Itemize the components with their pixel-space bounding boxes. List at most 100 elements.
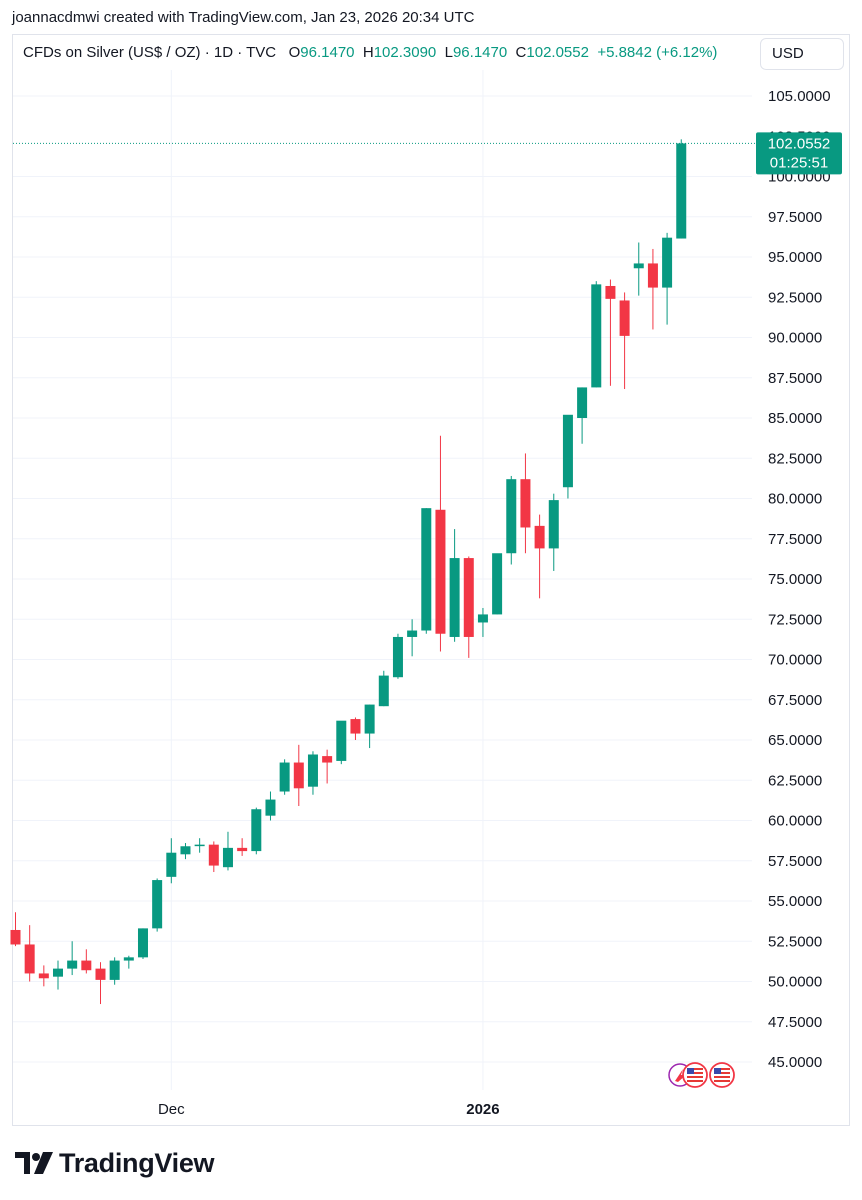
candle[interactable] xyxy=(95,962,106,1005)
candle-body xyxy=(477,614,488,623)
low-value: 96.1470 xyxy=(452,44,508,61)
symbol-legend: CFDs on Silver (US$ / OZ) · 1D · TVC O96… xyxy=(23,44,717,61)
candle[interactable] xyxy=(562,414,573,499)
candle[interactable] xyxy=(279,759,290,795)
price-tick-label: 72.5000 xyxy=(768,611,822,628)
candle[interactable] xyxy=(633,242,644,296)
high-value: 102.3090 xyxy=(373,44,437,61)
candle[interactable] xyxy=(477,607,488,637)
candle[interactable] xyxy=(676,139,687,239)
candle[interactable] xyxy=(152,878,163,932)
candle-body xyxy=(67,960,78,969)
candle-body xyxy=(166,852,177,877)
candle[interactable] xyxy=(109,957,120,985)
candle[interactable] xyxy=(506,475,517,565)
candle-body xyxy=(463,558,474,637)
candle-body xyxy=(591,284,602,388)
candle-body xyxy=(222,847,233,868)
price-tick-label: 45.0000 xyxy=(768,1054,822,1071)
price-tick-label: 87.5000 xyxy=(768,370,822,387)
candle[interactable] xyxy=(251,807,262,855)
candle[interactable] xyxy=(67,941,78,976)
candle[interactable] xyxy=(293,744,304,807)
candle[interactable] xyxy=(364,704,375,749)
price-tick-label: 70.0000 xyxy=(768,652,822,669)
candle-body xyxy=(10,929,21,945)
candle[interactable] xyxy=(307,751,318,795)
time-axis: Dec 2026 xyxy=(158,1101,500,1118)
tradingview-brand[interactable]: TradingView xyxy=(15,1148,215,1178)
candle[interactable] xyxy=(449,529,460,642)
candle-body xyxy=(265,799,276,816)
candle[interactable] xyxy=(237,838,248,856)
candle[interactable] xyxy=(38,965,49,987)
candle[interactable] xyxy=(577,387,588,444)
time-tick-label: 2026 xyxy=(466,1101,499,1118)
candle[interactable] xyxy=(534,514,545,599)
candle-body xyxy=(548,500,559,549)
candle-body xyxy=(492,553,503,615)
candle[interactable] xyxy=(166,838,177,884)
candle[interactable] xyxy=(463,556,474,658)
candle[interactable] xyxy=(10,912,21,947)
time-tick-label: Dec xyxy=(158,1101,185,1118)
candle-body xyxy=(392,636,403,678)
candle-body xyxy=(123,957,134,961)
candle[interactable] xyxy=(619,292,630,390)
candle[interactable] xyxy=(123,955,134,969)
us-flag-icon[interactable] xyxy=(709,1062,735,1088)
candle-body xyxy=(52,968,63,977)
tradingview-logo-icon xyxy=(15,1152,53,1174)
currency-button[interactable]: USD xyxy=(760,38,844,70)
close-label: C xyxy=(515,44,527,61)
candle[interactable] xyxy=(378,670,389,707)
candle[interactable] xyxy=(336,720,347,765)
candle[interactable] xyxy=(520,453,531,554)
candle-body xyxy=(421,508,432,631)
candle[interactable] xyxy=(322,749,333,784)
close-value: 102.0552 xyxy=(526,44,589,61)
candle-body xyxy=(562,414,573,488)
last-price-tag-bg xyxy=(756,132,842,175)
candle[interactable] xyxy=(265,791,276,821)
price-tick-label: 82.5000 xyxy=(768,450,822,467)
candle-body xyxy=(647,263,658,288)
candle-body xyxy=(520,479,531,528)
candle[interactable] xyxy=(421,508,432,634)
candle[interactable] xyxy=(180,843,191,860)
candle-body xyxy=(95,968,106,980)
price-tick-label: 90.0000 xyxy=(768,330,822,347)
candle-body xyxy=(279,762,290,792)
candle[interactable] xyxy=(548,493,559,571)
chart-frame xyxy=(12,34,850,1126)
candle[interactable] xyxy=(208,841,219,873)
candle[interactable] xyxy=(435,435,446,652)
candle[interactable] xyxy=(81,949,92,974)
candle[interactable] xyxy=(591,281,602,388)
price-tick-label: 77.5000 xyxy=(768,531,822,548)
candle[interactable] xyxy=(52,960,63,990)
price-tick-label: 55.0000 xyxy=(768,893,822,910)
candle[interactable] xyxy=(662,232,673,325)
candle[interactable] xyxy=(350,717,361,740)
grid-lines xyxy=(13,70,752,1090)
candle[interactable] xyxy=(407,619,418,657)
candle[interactable] xyxy=(392,633,403,679)
candle[interactable] xyxy=(137,928,148,959)
candle[interactable] xyxy=(24,925,35,982)
candle-body xyxy=(378,675,389,707)
candle[interactable] xyxy=(222,831,233,871)
us-flag-icon[interactable] xyxy=(682,1062,708,1088)
candle[interactable] xyxy=(492,553,503,615)
candle[interactable] xyxy=(194,838,205,853)
candles xyxy=(10,139,687,1005)
candle-body xyxy=(534,525,545,549)
candle[interactable] xyxy=(605,279,616,386)
symbol-name: CFDs on Silver (US$ / OZ) · 1D · TVC xyxy=(23,44,277,61)
low-label: L xyxy=(444,44,453,61)
candle-body xyxy=(605,285,616,299)
candle-body xyxy=(350,719,361,734)
candle[interactable] xyxy=(647,248,658,330)
candle-body xyxy=(24,944,35,974)
